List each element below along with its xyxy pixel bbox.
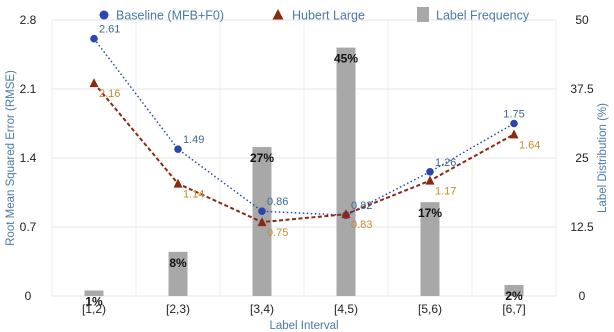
x-tick-label: [5,6) (418, 302, 442, 316)
point-baseline (510, 119, 518, 128)
bar-data-label: 1% (85, 294, 103, 308)
bar-data-label: 45% (334, 52, 358, 66)
data-labels: 1% 8% 27% 45% 17% 2% 2.61 1.49 0.86 0.82 1.26 1.75 2… (85, 24, 540, 309)
point-baseline (174, 145, 182, 153)
legend-label-baseline: Baseline (MFB+F0) (116, 9, 224, 23)
y-tick-left: 2.8 (20, 13, 37, 27)
y-tick-right: 37.5 (570, 82, 594, 96)
legend-label-hubert: Hubert Large (292, 9, 365, 23)
series-line-0 (93, 38, 515, 216)
point-hubert (173, 178, 183, 188)
y-tick-right: 25 (575, 151, 589, 165)
y-tick-left: 0.7 (20, 220, 37, 234)
point-data-label: 1.75 (503, 109, 524, 121)
point-data-label: 1.14 (183, 189, 204, 201)
series-points (89, 34, 519, 227)
bar-data-label: 2% (505, 289, 523, 303)
x-tick-label: [1,2) (82, 302, 106, 316)
point-data-label: 2.16 (99, 88, 120, 100)
point-data-label: 1.64 (519, 139, 540, 151)
point-data-label: 0.83 (351, 219, 372, 231)
point-baseline (258, 207, 266, 216)
y-tick-left: 2.1 (20, 82, 37, 96)
legend: Baseline (MFB+F0) Hubert Large Label Frequ… (99, 7, 530, 23)
bar-label-frequency (336, 47, 356, 296)
y-tick-left: 1.4 (20, 151, 37, 165)
point-hubert (89, 78, 99, 88)
grid (51, 19, 557, 297)
y-tick-right: 0 (579, 289, 586, 303)
x-axis-title: Label Interval (269, 320, 338, 332)
x-tick-label: [2,3) (166, 302, 190, 316)
y-axis-title-right: Label Distribution (%) (597, 103, 609, 213)
point-hubert (509, 129, 519, 139)
bar-label-frequency (168, 251, 188, 296)
point-data-label: 2.61 (99, 24, 120, 36)
legend-marker-frequency (417, 7, 429, 22)
point-data-label: 0.82 (351, 200, 372, 212)
series-lines (93, 38, 515, 224)
point-hubert (257, 217, 267, 227)
point-hubert (425, 175, 435, 185)
legend-marker-baseline (99, 10, 109, 20)
point-baseline (426, 168, 434, 176)
bar-data-label: 8% (169, 256, 187, 270)
point-data-label: 0.75 (267, 227, 288, 239)
point-data-label: 1.26 (435, 157, 456, 169)
bar-label-frequency (504, 284, 524, 296)
y-axis-title-left: Root Mean Squared Error (RMSE) (5, 70, 17, 246)
y-tick-right: 50 (575, 13, 589, 27)
point-hubert (341, 209, 351, 219)
legend-label-frequency: Label Frequency (436, 9, 530, 23)
x-tick-label: [6,7] (502, 302, 525, 316)
legend-marker-hubert (272, 9, 284, 20)
y-tick-left: 0 (25, 289, 32, 303)
x-tick-label: [4,5) (334, 302, 358, 316)
x-tick-label: [3,4) (250, 302, 274, 316)
point-data-label: 1.17 (435, 186, 456, 198)
bar-data-label: 17% (418, 206, 442, 220)
bar-data-label: 27% (250, 151, 274, 165)
bar-label-frequency (84, 290, 104, 296)
bars (84, 47, 524, 296)
y-tick-right: 12.5 (570, 220, 594, 234)
point-baseline (90, 34, 98, 43)
bar-label-frequency (420, 202, 440, 296)
point-data-label: 1.49 (183, 134, 204, 146)
point-data-label: 0.86 (267, 196, 288, 208)
axes: 0 0 0.7 12.5 1.4 25 2.1 37.5 2.8 50 [1,2) [2,3) [3,4… (5, 13, 609, 332)
